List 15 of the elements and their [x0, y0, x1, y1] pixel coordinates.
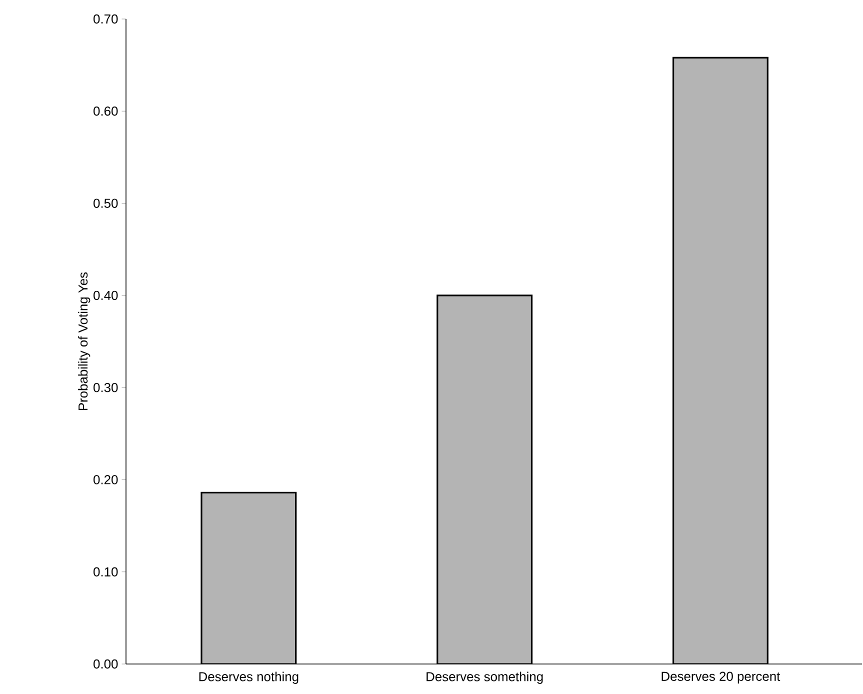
y-tick-label: 0.70: [94, 14, 118, 24]
bar: [672, 56, 768, 664]
y-tick-label: 0.40: [94, 290, 118, 300]
bar: [200, 492, 297, 664]
y-tick-label: 0.50: [94, 198, 118, 208]
x-tick-label: Deserves nothing: [199, 672, 298, 684]
y-tick-label: 0.10: [94, 567, 118, 576]
y-tick-label: 0.60: [94, 106, 118, 116]
x-tick-label: Deserves something: [426, 672, 543, 684]
bar: [436, 294, 533, 664]
y-axis-title: Probability of Voting Yes: [78, 272, 90, 410]
x-tick-label: Deserves 20 percent: [662, 672, 780, 684]
y-tick-label: 0.20: [94, 475, 118, 484]
y-tick-label: 0.00: [94, 659, 118, 669]
y-tick-label: 0.30: [94, 382, 118, 392]
